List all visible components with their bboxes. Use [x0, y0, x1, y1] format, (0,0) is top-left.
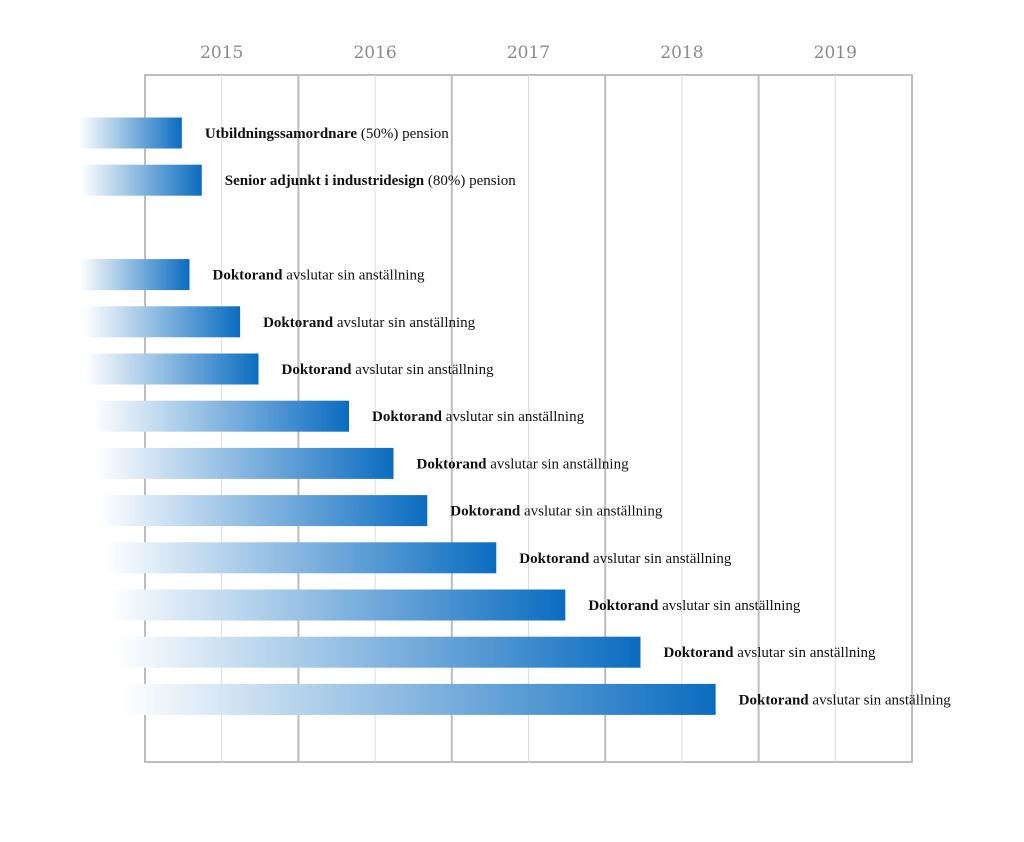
bar-label-event: avslutar sin anställning [487, 456, 630, 472]
x-axis-ticks: 2015 2016 2017 2018 2019 [200, 43, 857, 63]
bar-label-role: Doktorand [663, 645, 734, 661]
x-tick-label: 2017 [507, 43, 550, 63]
bar [70, 589, 566, 621]
bar-label: Doktorand avslutar sin anställning [739, 692, 952, 708]
bars [70, 117, 716, 715]
bar-label-role: Doktorand [263, 315, 334, 331]
bar [70, 164, 202, 196]
bar-label-event: avslutar sin anställning [283, 268, 426, 284]
bar-label: Utbildningssamordnare (50%) pension [205, 126, 449, 142]
bar [70, 683, 716, 715]
bar-label-role: Doktorand [212, 268, 283, 284]
bar-label-extent: (80%) [424, 173, 465, 189]
bar-label: Doktorand avslutar sin anställning [588, 598, 801, 614]
bar-label-event: avslutar sin anställning [658, 598, 801, 614]
bar-label-event: avslutar sin anställning [733, 645, 876, 661]
bar-label: Doktorand avslutar sin anställning [212, 268, 425, 284]
bar-label-event: avslutar sin anställning [352, 362, 495, 378]
bar-label: Doktorand avslutar sin anställning [663, 645, 876, 661]
bar-label: Doktorand avslutar sin anställning [519, 551, 732, 567]
bar [70, 400, 350, 432]
bar [70, 353, 259, 385]
bar-label-event: avslutar sin anställning [520, 504, 663, 520]
bar-label-role: Doktorand [417, 456, 488, 472]
bar [70, 306, 241, 338]
bar [70, 259, 190, 291]
bar-label-event: avslutar sin anställning [589, 551, 732, 567]
x-tick-label: 2019 [814, 43, 857, 63]
bar-label-role: Doktorand [372, 409, 443, 425]
bar-label-role: Doktorand [739, 692, 810, 708]
bar [70, 447, 394, 479]
bar-label-role: Senior adjunkt i industridesign [225, 173, 425, 189]
bar-label: Doktorand avslutar sin anställning [372, 409, 585, 425]
bar [70, 542, 497, 574]
bar [70, 636, 641, 668]
bar-label: Doktorand avslutar sin anställning [263, 315, 476, 331]
x-tick-label: 2018 [660, 43, 703, 63]
x-tick-label: 2015 [200, 43, 243, 63]
bar-label-extent: (50%) [357, 126, 398, 142]
bar-label-role: Doktorand [282, 362, 353, 378]
bar-label: Doktorand avslutar sin anställning [417, 456, 630, 472]
bar-label: Doktorand avslutar sin anställning [450, 504, 663, 520]
bar-label-event: avslutar sin anställning [442, 409, 585, 425]
bar [70, 117, 182, 149]
bar-label-role: Doktorand [450, 504, 521, 520]
bar-label-role: Utbildningssamordnare [205, 126, 358, 142]
bar-label-event: avslutar sin anställning [809, 692, 952, 708]
bar-label-event: avslutar sin anställning [333, 315, 476, 331]
x-tick-label: 2016 [353, 43, 396, 63]
bar-label-role: Doktorand [588, 598, 659, 614]
bar [70, 495, 428, 527]
bar-labels: Utbildningssamordnare (50%) pensionSenio… [205, 126, 952, 708]
bar-label: Senior adjunkt i industridesign (80%) pe… [225, 173, 517, 189]
bar-label-role: Doktorand [519, 551, 590, 567]
bar-label: Doktorand avslutar sin anställning [282, 362, 495, 378]
bar-label-event: pension [465, 173, 516, 189]
bar-label-event: pension [398, 126, 449, 142]
